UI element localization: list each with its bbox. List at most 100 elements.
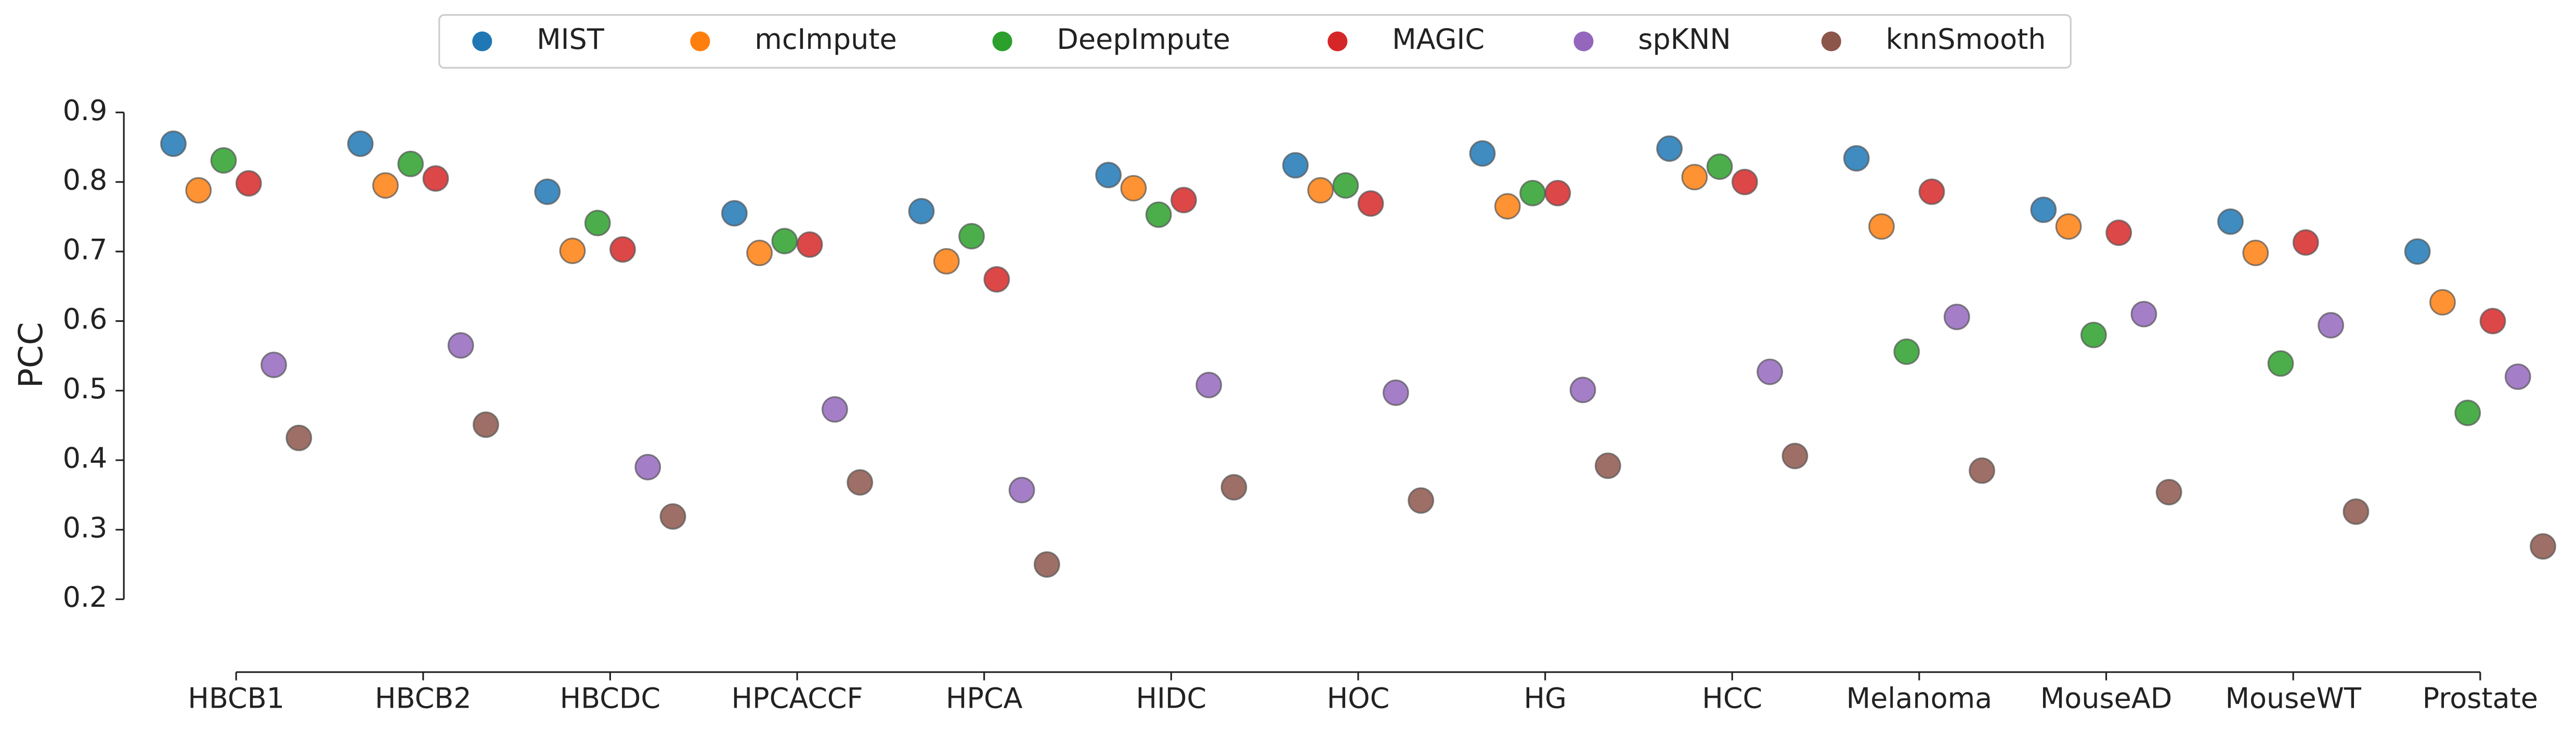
point — [771, 228, 798, 255]
y-tick-label: 0.9 — [63, 94, 108, 127]
y-tick-label: 0.2 — [63, 581, 108, 614]
point — [1120, 175, 1147, 202]
legend-label: MAGIC — [1392, 23, 1485, 56]
point — [2404, 238, 2431, 265]
point — [1757, 358, 1784, 385]
point — [160, 131, 187, 157]
point — [473, 411, 499, 438]
y-tick-label: 0.4 — [63, 442, 108, 475]
point — [2454, 399, 2481, 426]
legend-label: knnSmooth — [1886, 23, 2046, 56]
point — [2504, 363, 2531, 390]
point — [2242, 240, 2269, 266]
point — [2217, 208, 2244, 235]
point — [185, 177, 212, 204]
point — [1282, 152, 1309, 179]
point — [908, 198, 935, 225]
point — [933, 248, 960, 275]
point — [372, 172, 399, 199]
x-tick-label: HPCA — [946, 682, 1023, 714]
x-tick-label: Prostate — [2423, 682, 2538, 714]
point — [2080, 321, 2107, 348]
point — [659, 503, 686, 530]
y-tick-label: 0.8 — [63, 164, 108, 197]
point — [2343, 498, 2370, 525]
legend-marker — [992, 31, 1012, 51]
legend-marker — [690, 31, 710, 51]
x-tick-label: HBCB2 — [375, 682, 472, 714]
x-tick-label: HIDC — [1136, 682, 1206, 714]
point — [2030, 197, 2057, 223]
point — [983, 266, 1010, 293]
legend-label: MIST — [537, 23, 605, 56]
legend-marker — [1328, 31, 1348, 51]
point — [347, 131, 374, 157]
y-tick-label: 0.5 — [63, 372, 108, 405]
x-tick-label: HG — [1524, 682, 1566, 714]
point — [534, 178, 561, 205]
point — [609, 236, 636, 263]
point — [261, 351, 287, 379]
y-tick-label: 0.6 — [63, 303, 108, 335]
point — [1843, 145, 1870, 172]
point — [1095, 162, 1122, 189]
point — [1731, 168, 1758, 195]
legend-marker — [1821, 31, 1841, 51]
point — [1681, 164, 1708, 191]
point — [584, 210, 611, 237]
point — [1918, 178, 1945, 205]
point — [1357, 190, 1384, 217]
x-tick-label: HPCACCF — [731, 682, 863, 714]
point — [2267, 350, 2294, 377]
point — [1656, 135, 1683, 162]
point — [2105, 219, 2132, 246]
point — [1008, 477, 1035, 503]
point — [1195, 372, 1222, 398]
point — [721, 200, 748, 227]
point — [1519, 179, 1546, 206]
point — [2055, 213, 2082, 240]
point — [1408, 487, 1435, 514]
point — [746, 240, 773, 266]
point — [2429, 289, 2456, 316]
point — [1893, 338, 1920, 365]
legend-marker — [1573, 31, 1594, 51]
point — [1544, 179, 1571, 206]
point — [1569, 376, 1596, 403]
legend-label: spKNN — [1638, 23, 1731, 56]
x-tick-label: HOC — [1327, 682, 1390, 714]
point — [1594, 452, 1621, 479]
point — [2479, 308, 2506, 334]
point — [235, 170, 262, 197]
point — [958, 223, 985, 250]
x-tick-label: Melanoma — [1846, 682, 1993, 714]
point — [2318, 312, 2344, 338]
point — [1469, 140, 1496, 167]
y-tick-label: 0.7 — [63, 233, 108, 266]
legend-label: DeepImpute — [1057, 23, 1230, 56]
point — [1332, 172, 1359, 199]
point — [210, 147, 237, 174]
x-tick-label: HBCDC — [560, 682, 661, 714]
x-tick-label: MouseWT — [2225, 682, 2361, 714]
x-tick-label: HBCB1 — [188, 682, 284, 714]
point — [634, 454, 661, 480]
y-axis-label: PCC — [11, 322, 50, 388]
point — [1307, 177, 1334, 204]
y-tick-label: 0.3 — [63, 511, 108, 544]
point — [1382, 379, 1409, 406]
x-tick-label: HCC — [1702, 682, 1762, 714]
point — [1494, 193, 1521, 220]
point — [1781, 442, 1809, 470]
point — [847, 469, 874, 496]
point — [1868, 213, 1895, 240]
legend-marker — [472, 31, 492, 51]
point — [285, 424, 313, 451]
point — [2292, 229, 2319, 256]
point — [447, 332, 474, 359]
point — [822, 396, 848, 423]
point — [559, 238, 586, 264]
legend-box — [438, 14, 2072, 69]
